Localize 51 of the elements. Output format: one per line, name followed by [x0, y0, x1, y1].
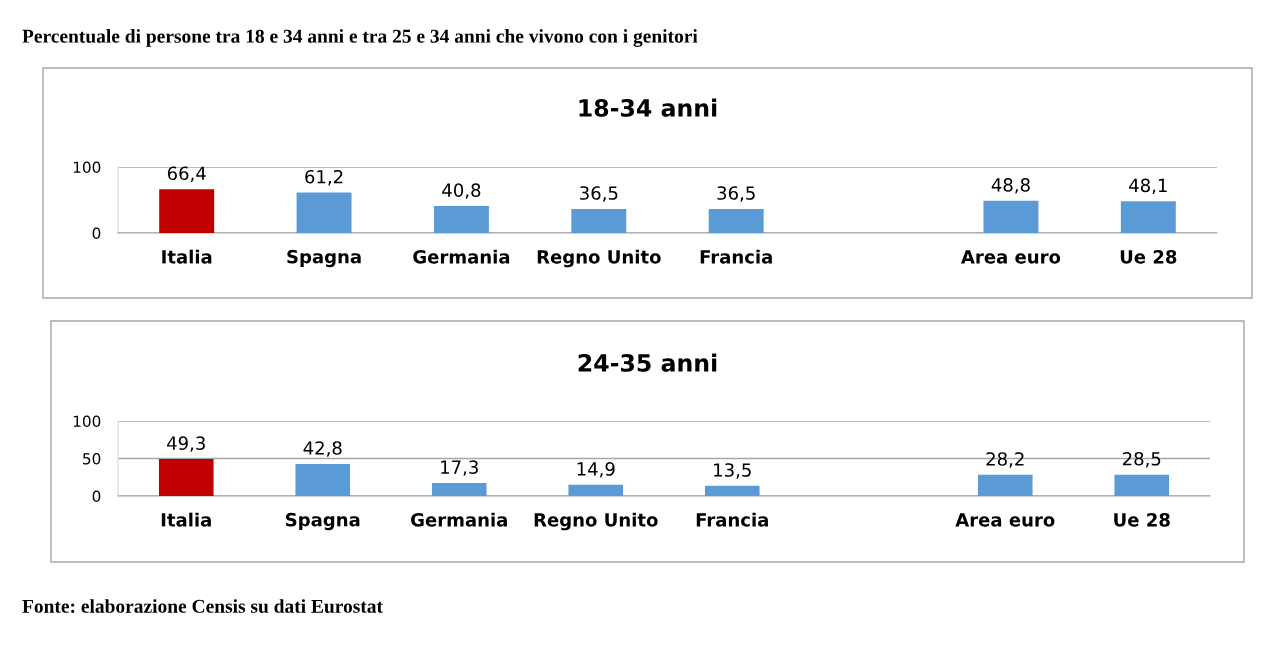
x-tick-label: Francia — [700, 249, 772, 264]
x-tick-label: Italia — [162, 249, 212, 264]
bar — [296, 192, 352, 233]
x-tick-label: Spagna — [286, 512, 360, 531]
data-label: 36,5 — [717, 186, 755, 202]
chart-title: 24-35 anni — [578, 353, 717, 372]
x-tick-label: Francia — [696, 512, 768, 527]
data-label: 48,1 — [1129, 178, 1167, 195]
x-tick-label: Germania — [411, 512, 507, 527]
x-tick-label: Regno Unito — [537, 249, 661, 268]
bar — [433, 206, 489, 233]
bar — [568, 484, 624, 496]
data-label: 13,5 — [714, 463, 751, 479]
y-tick-label: 100 — [73, 415, 101, 428]
bar — [704, 485, 760, 496]
bar — [159, 189, 215, 233]
bar — [983, 200, 1039, 233]
data-label: 28,5 — [1122, 451, 1161, 468]
y-tick-label: 50 — [83, 452, 101, 465]
y-tick-label: 0 — [92, 227, 101, 240]
bar — [295, 463, 351, 496]
bar — [708, 208, 764, 233]
bar — [1120, 201, 1176, 233]
x-tick-label: Ue 28 — [1120, 249, 1177, 264]
source-note: Fonte: elaborazione Censis su dati Eurostat — [22, 599, 383, 613]
bar — [431, 483, 487, 496]
text: Percentuale di persone tra 18 e 34 anni e tra 25 e 34 anni che vivono con i genitori — [22, 29, 698, 47]
data-label: 17,3 — [441, 460, 478, 476]
x-tick-label: Spagna — [287, 249, 361, 268]
x-tick-label: Area euro — [955, 513, 1055, 527]
data-label: 61,2 — [305, 169, 343, 186]
data-label: 14,9 — [577, 462, 615, 478]
x-tick-label: Italia — [161, 512, 211, 527]
data-label: 42,8 — [303, 441, 342, 457]
bar — [977, 474, 1033, 496]
data-label: 48,8 — [991, 178, 1030, 194]
chart-title: 18-34 anni — [579, 98, 717, 117]
data-label: 36,5 — [580, 186, 618, 202]
data-label: 49,3 — [167, 436, 205, 452]
y-tick-label: 0 — [92, 490, 101, 503]
x-tick-label: Regno Unito — [534, 512, 658, 531]
x-tick-label: Germania — [413, 249, 510, 264]
y-tick-label: 100 — [73, 161, 101, 174]
x-tick-label: Area euro — [961, 250, 1061, 264]
data-label: 66,4 — [167, 166, 206, 182]
data-label: 40,8 — [442, 183, 481, 199]
bar — [571, 208, 627, 233]
bar — [158, 459, 214, 496]
bar — [1114, 474, 1170, 496]
x-tick-label: Ue 28 — [1114, 512, 1170, 527]
data-label: 28,2 — [986, 452, 1024, 468]
